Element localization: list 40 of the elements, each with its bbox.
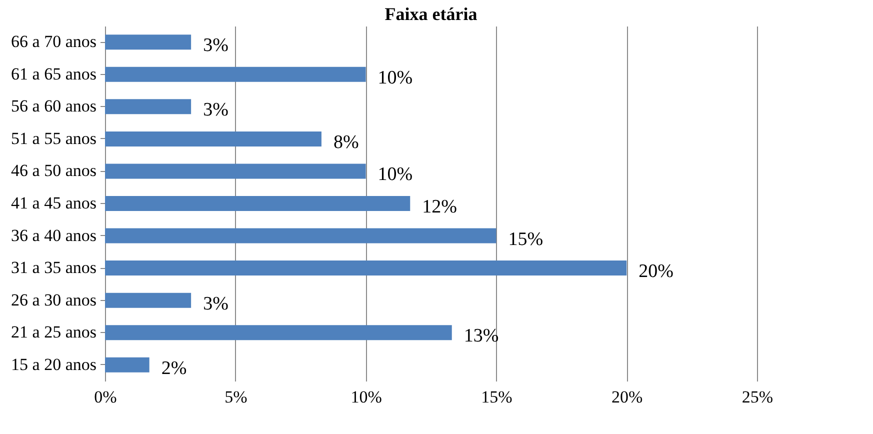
data-label: 12% [422, 196, 458, 218]
data-label: 13% [464, 326, 499, 347]
y-tick-label: 26 a 30 anos [11, 290, 96, 310]
y-tick-label: 41 a 45 anos [11, 194, 96, 212]
data-label: 3% [203, 293, 229, 314]
x-tick-label: 0% [94, 388, 117, 406]
data-label: 15% [508, 228, 544, 250]
x-tick-label: 20% [612, 388, 643, 406]
bar [105, 164, 366, 179]
bar [105, 196, 410, 211]
y-tick-label: 66 a 70 anos [11, 32, 96, 52]
bar [105, 325, 452, 340]
x-tick-label: 10% [350, 388, 382, 406]
data-label: 3% [203, 100, 229, 121]
data-label: 8% [333, 132, 359, 153]
y-tick-label: 15 a 20 anos [11, 354, 96, 374]
bar [105, 66, 366, 82]
y-tick-label: 46 a 50 anos [11, 161, 96, 180]
y-tick-label: 56 a 60 anos [11, 96, 96, 116]
data-label: 2% [161, 358, 187, 379]
x-tick-label: 15% [481, 388, 512, 406]
data-label: 3% [203, 35, 229, 56]
y-tick-label: 31 a 35 anos [11, 258, 96, 278]
bar [105, 228, 496, 244]
data-label: 10% [378, 67, 413, 88]
data-label: 20% [638, 261, 674, 282]
y-tick-label: 21 a 25 anos [11, 322, 96, 342]
bar [105, 292, 192, 308]
bar [105, 99, 192, 114]
bar [105, 357, 150, 372]
data-label: 10% [378, 164, 413, 186]
bar [105, 34, 192, 50]
chart-title: Faixa etária [384, 4, 478, 24]
bar [105, 131, 322, 146]
y-tick-label: 61 a 65 anos [11, 64, 96, 84]
y-tick-label: 51 a 55 anos [11, 128, 96, 148]
y-tick-label: 36 a 40 anos [11, 226, 96, 245]
x-tick-label: 5% [224, 388, 248, 406]
bar [105, 260, 627, 276]
x-tick-label: 25% [742, 388, 774, 406]
